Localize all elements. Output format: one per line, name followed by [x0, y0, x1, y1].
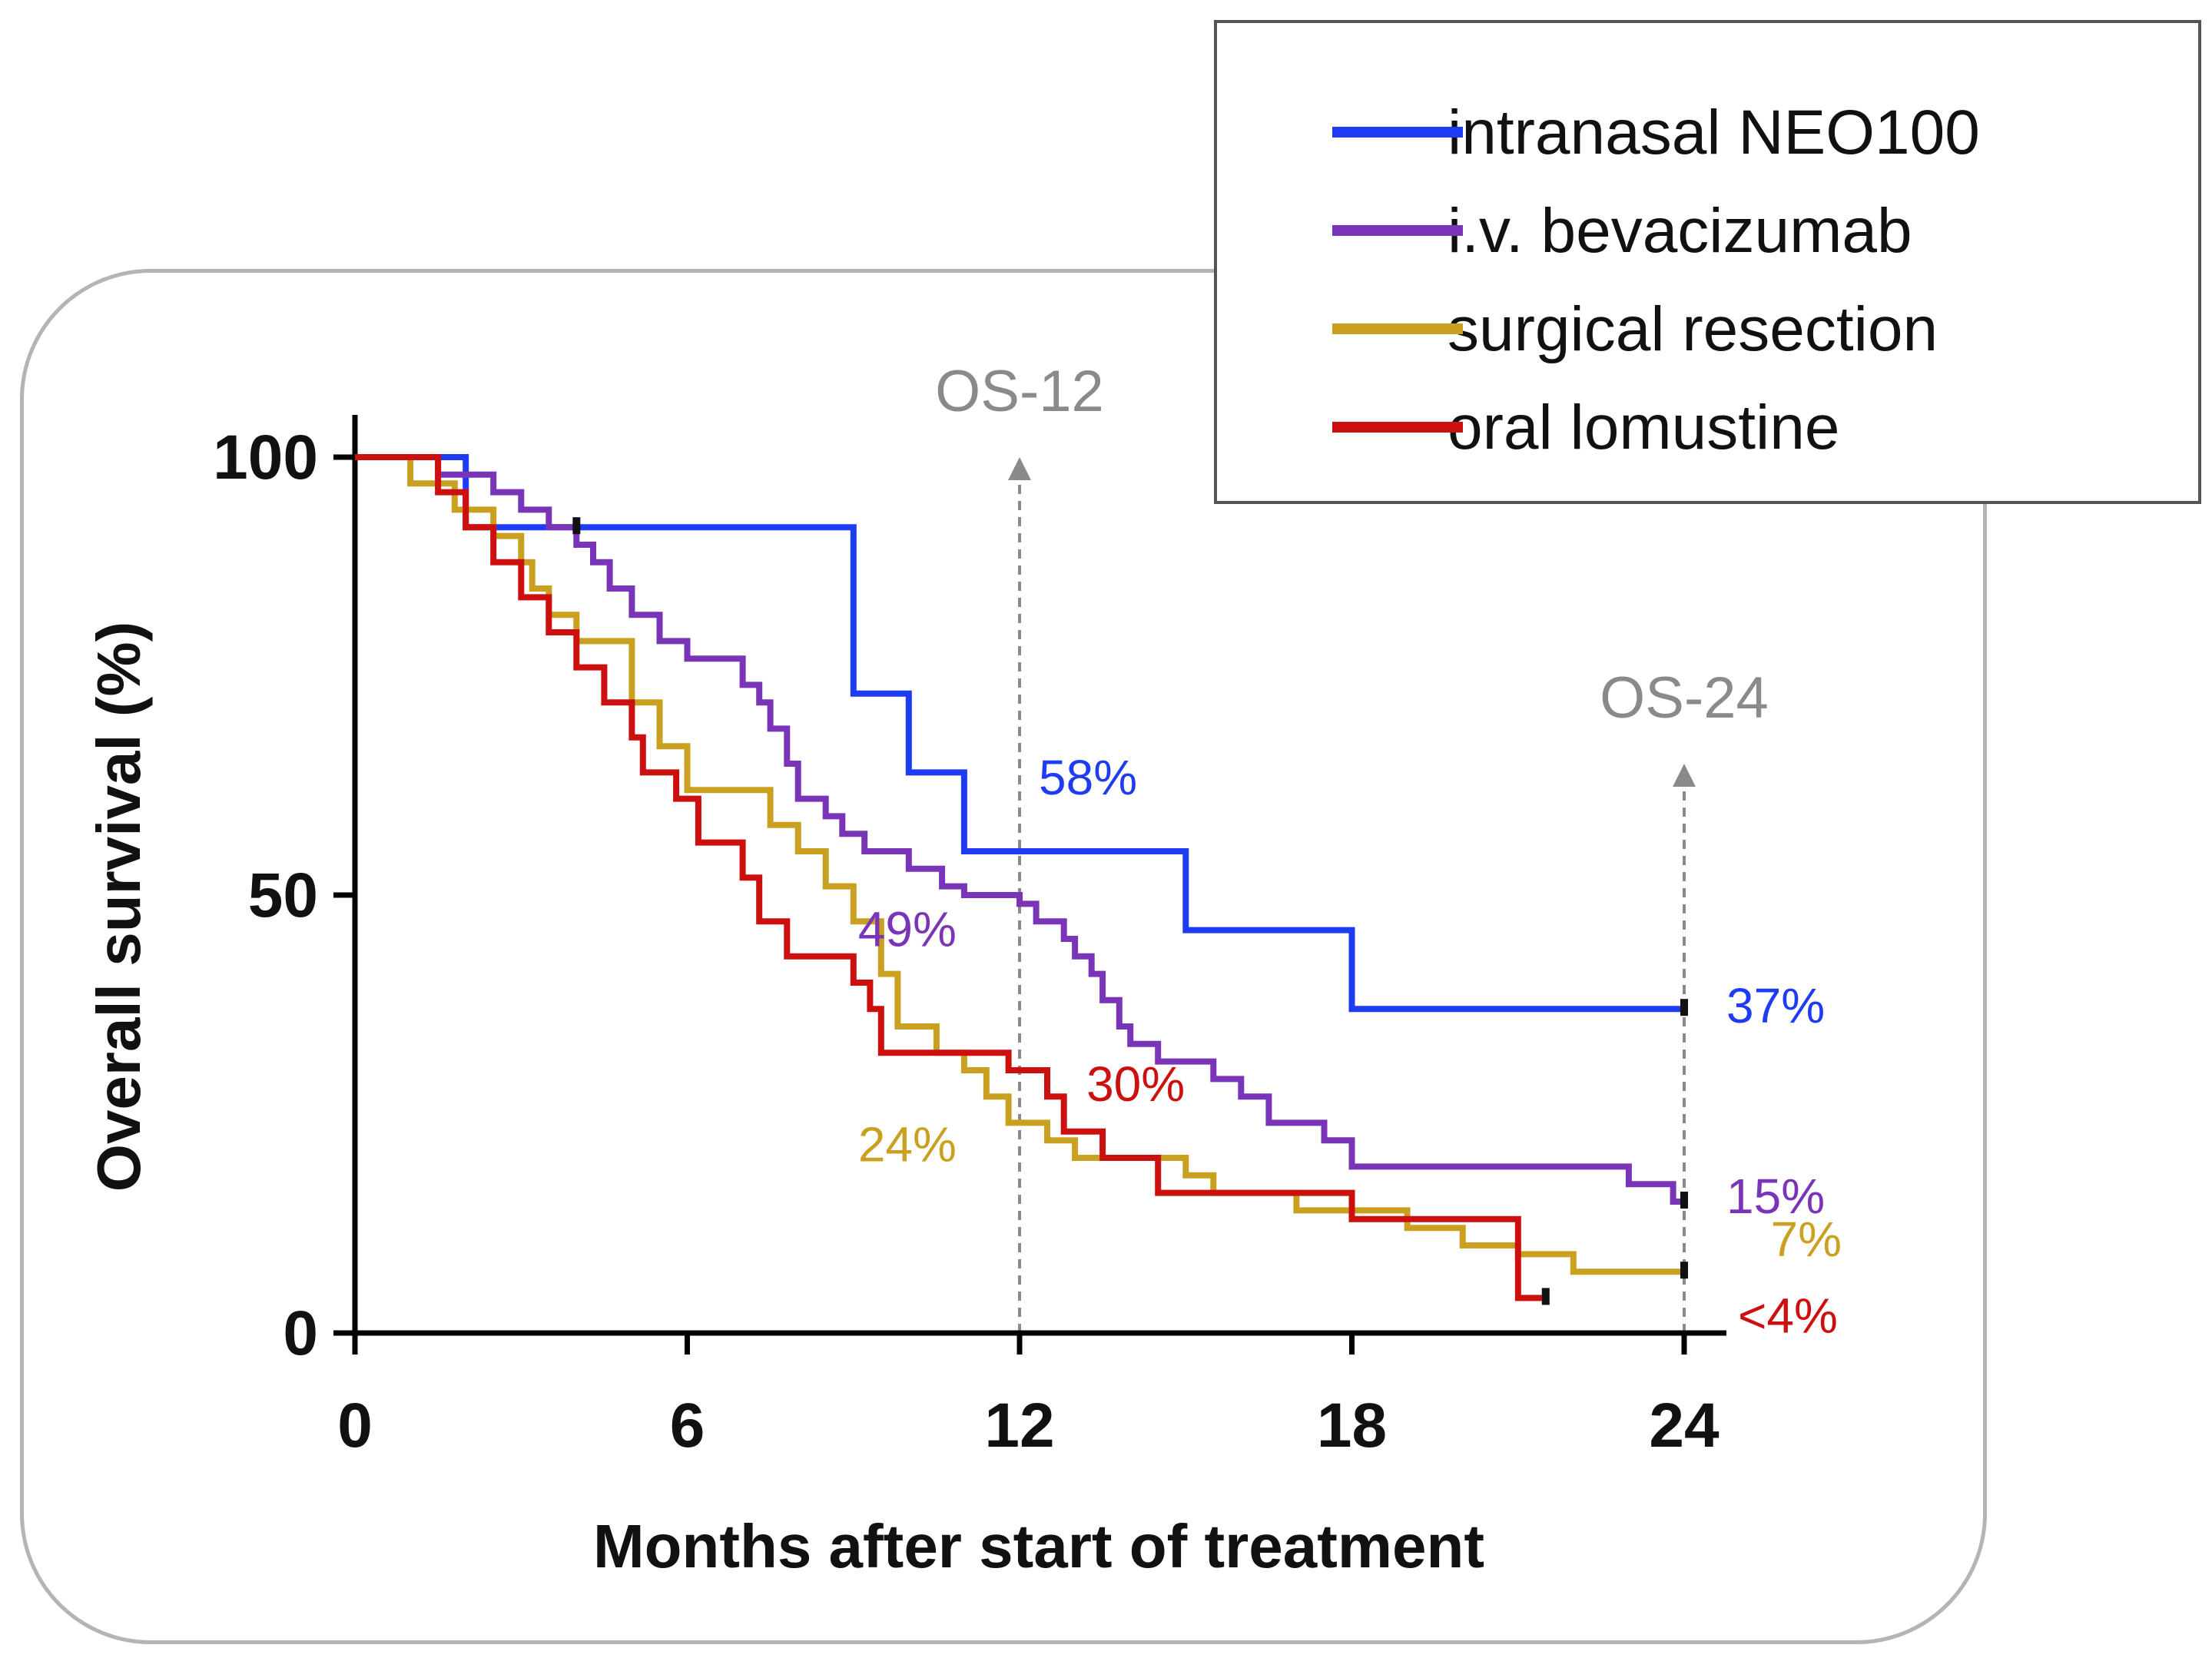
- reference-lines: OS-12 OS-24: [935, 359, 1769, 1333]
- censor-mark-3-1: [1680, 1262, 1688, 1279]
- censor-mark-1-1: [1680, 999, 1688, 1016]
- legend-swatch: [1332, 323, 1463, 334]
- reference-arrow-2: [1673, 764, 1696, 787]
- series-line-2: [355, 454, 1684, 1205]
- legend-label: intranasal NEO100: [1448, 98, 1980, 167]
- legend-swatch: [1332, 127, 1463, 138]
- legend-label: surgical resection: [1448, 294, 1938, 364]
- censor-mark-2-1: [572, 517, 581, 535]
- legend-label: i.v. bevacizumab: [1448, 196, 1912, 266]
- annotation-3-1: 24%: [858, 1116, 957, 1172]
- legend-item: i.v. bevacizumab: [1332, 189, 1912, 274]
- censor-marks: [572, 517, 1688, 1305]
- reference-arrow-1: [1008, 457, 1031, 480]
- y-tick-label-0: 0: [283, 1298, 318, 1368]
- censor-mark-2-2: [1680, 1192, 1688, 1209]
- x-tick-label-6: 6: [670, 1391, 705, 1461]
- series-line-4: [355, 454, 1546, 1302]
- legend-swatch: [1332, 225, 1463, 236]
- x-tick-label-12: 12: [984, 1391, 1054, 1461]
- annotation-2-1: 49%: [858, 901, 957, 957]
- reference-label-1: OS-12: [935, 359, 1104, 424]
- x-tick-label-18: 18: [1317, 1391, 1387, 1461]
- series-line-1: [355, 454, 1684, 1013]
- annotation-3-2: 7%: [1771, 1212, 1842, 1267]
- y-axis-title: Overall survival (%): [85, 622, 153, 1192]
- y-tick-label-50: 50: [248, 861, 318, 930]
- reference-label-2: OS-24: [1600, 665, 1769, 731]
- legend-item: intranasal NEO100: [1332, 91, 1980, 175]
- annotation-4-2: <4%: [1738, 1288, 1838, 1343]
- axes: 0 50 100 0 6 12 18 24: [213, 415, 1726, 1461]
- legend: intranasal NEO100 i.v. bevacizumab surgica…: [1214, 20, 2201, 504]
- censor-mark-4-1: [1541, 1288, 1550, 1305]
- legend-item: oral lomustine: [1332, 386, 1839, 470]
- annotation-1-2: 37%: [1726, 978, 1825, 1033]
- x-axis-title: Months after start of treatment: [593, 1512, 1484, 1580]
- x-tick-label-0: 0: [337, 1391, 373, 1461]
- annotation-4-1: 30%: [1086, 1056, 1185, 1112]
- y-tick-label-100: 100: [213, 423, 318, 492]
- legend-item: surgical resection: [1332, 287, 1938, 372]
- legend-label: oral lomustine: [1448, 393, 1840, 463]
- annotation-2-2: 15%: [1726, 1169, 1825, 1224]
- axis-labels: Months after start of treatment Overall s…: [85, 622, 1484, 1580]
- survival-curves: [355, 454, 1684, 1302]
- x-tick-label-24: 24: [1649, 1391, 1720, 1461]
- annotations: 58% 37% 49% 15% 24% 7% 30% <4%: [858, 750, 1842, 1344]
- legend-swatch: [1332, 422, 1463, 433]
- annotation-1-1: 58%: [1039, 750, 1137, 805]
